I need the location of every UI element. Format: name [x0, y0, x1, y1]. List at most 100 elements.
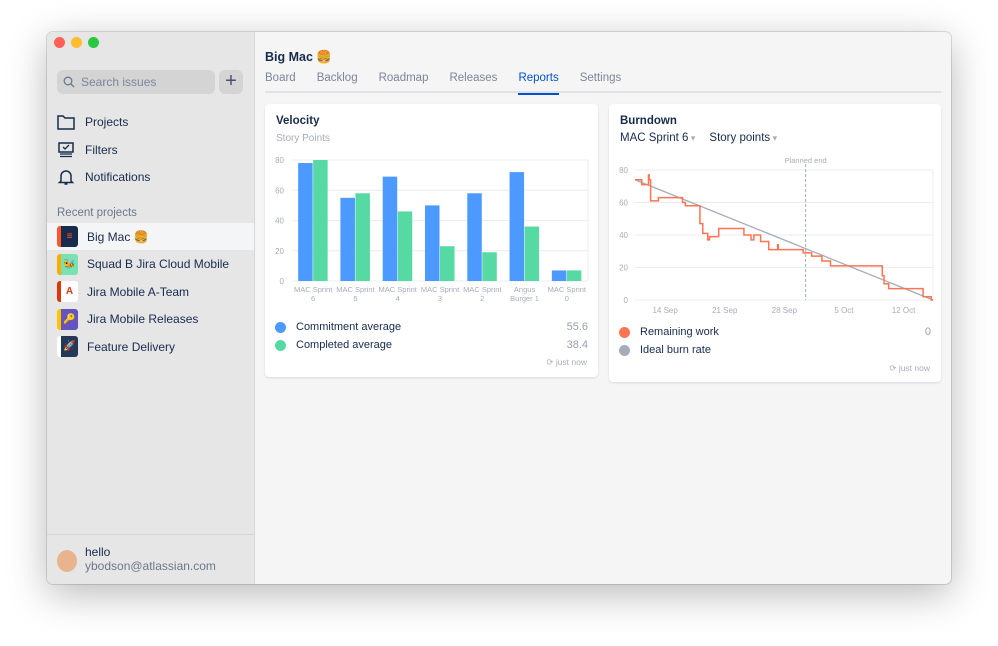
x-tick-label: 14 Sep [652, 306, 678, 315]
user-account[interactable]: hello ybodson@atlassian.com [47, 534, 254, 584]
tab-releases[interactable]: Releases [449, 72, 498, 84]
project-label: Squad B Jira Cloud Mobile [87, 257, 230, 271]
legend-value: 0 [924, 326, 931, 338]
bar-completed [397, 211, 413, 281]
nav-filters[interactable]: Filters [57, 139, 118, 161]
bar-commitment [467, 193, 482, 281]
x-tick-label: 5 [353, 294, 357, 303]
bar-commitment [340, 197, 355, 281]
x-tick-label: 3 [438, 294, 442, 303]
x-tick-label: 4 [396, 294, 400, 303]
page-title: Big Mac 🍔 [265, 50, 332, 64]
project-avatar-icon: 🔑 [57, 308, 78, 330]
recent-project-item[interactable]: A Jira Mobile A-Team [47, 278, 254, 305]
search-placeholder: Search issues [81, 75, 157, 89]
user-name: hello [85, 545, 111, 559]
search-icon [63, 76, 75, 88]
recent-project-item[interactable]: 🔑 Jira Mobile Releases [47, 306, 254, 333]
zoom-window-button[interactable] [88, 37, 99, 48]
x-tick-label: 6 [311, 294, 315, 303]
recent-projects-heading: Recent projects [57, 207, 137, 219]
tab-roadmap[interactable]: Roadmap [378, 72, 429, 84]
x-tick-label: 0 [565, 294, 569, 303]
legend-dot [619, 344, 630, 356]
y-tick-label: 20 [275, 247, 284, 256]
y-tick-label: 40 [275, 217, 284, 226]
refresh-button[interactable]: ⟳ just now [546, 357, 587, 368]
y-tick-label: 60 [275, 186, 284, 195]
recent-project-item[interactable]: ≡ Big Mac 🍔 [47, 223, 254, 250]
y-tick-label: 80 [275, 156, 284, 165]
x-tick-label: 21 Sep [712, 306, 738, 315]
nav-projects[interactable]: Projects [57, 111, 128, 133]
recent-project-item[interactable]: 🐝 Squad B Jira Cloud Mobile [47, 251, 254, 278]
legend-dot [619, 326, 630, 338]
close-window-button[interactable] [54, 37, 65, 48]
bar-completed [313, 160, 328, 281]
legend-label: Ideal burn rate [640, 344, 711, 356]
legend-completed: Completed average 38.4 [275, 336, 588, 354]
y-tick-label: 60 [619, 199, 628, 208]
x-tick-label: 28 Sep [772, 306, 798, 315]
nav-notifications[interactable]: Notifications [57, 166, 150, 188]
refresh-icon: ⟳ [889, 363, 899, 373]
updated-time: just now [555, 357, 587, 367]
legend-label: Commitment average [296, 321, 402, 333]
bar-completed [524, 226, 540, 281]
bar-completed [440, 246, 455, 281]
legend-label: Completed average [296, 339, 393, 351]
y-tick-label: 20 [619, 264, 628, 273]
tab-board[interactable]: Board [265, 72, 296, 84]
unit-dropdown[interactable]: Story points [709, 132, 777, 144]
sprint-dropdown[interactable]: MAC Sprint 6 [620, 132, 695, 144]
velocity-card: Velocity Story Points 0 20 40 60 80 MAC Sprin… [265, 104, 598, 377]
nav-label: Filters [85, 143, 118, 157]
project-avatar-icon: ≡ [57, 226, 78, 247]
legend-dot [275, 339, 286, 351]
x-tick-label: 5 Oct [834, 306, 854, 315]
bar-completed [566, 270, 582, 281]
y-tick-label: 40 [619, 231, 628, 240]
y-tick-label: 80 [619, 166, 628, 175]
project-label: Jira Mobile A-Team [87, 284, 190, 299]
search-input[interactable]: Search issues [57, 70, 215, 94]
sidebar: Search issues + Projects Filters Notific… [47, 32, 255, 584]
x-tick-label: MAC Sprint [548, 285, 587, 294]
legend-value: 38.4 [566, 339, 588, 351]
tab-reports[interactable]: Reports [518, 72, 560, 95]
create-button[interactable]: + [219, 70, 243, 94]
nav-label: Projects [85, 115, 129, 129]
planned-end-label: Planned end [785, 156, 827, 165]
velocity-title: Velocity [276, 115, 320, 127]
bell-icon [57, 170, 75, 185]
project-avatar-icon: 🚀 [57, 336, 78, 357]
minimize-window-button[interactable] [71, 37, 82, 48]
x-tick-label: MAC Sprint [463, 285, 502, 294]
avatar [57, 550, 77, 572]
bar-commitment [298, 163, 313, 281]
x-tick-label: 12 Oct [892, 306, 916, 315]
bar-commitment [425, 205, 440, 281]
legend-dot [275, 321, 286, 333]
tab-settings[interactable]: Settings [579, 72, 622, 84]
x-tick-label: MAC Sprint [379, 285, 418, 294]
legend-value: 55.6 [566, 321, 588, 333]
updated-time: just now [898, 363, 930, 373]
x-tick-label: Burger 1 [510, 294, 539, 303]
bar-commitment [551, 270, 567, 281]
refresh-button[interactable]: ⟳ just now [889, 363, 930, 374]
filter-monitor-icon [58, 142, 74, 158]
main-content: Big Mac 🍔 Board Backlog Roadmap Releases Rep… [255, 32, 951, 584]
recent-project-item[interactable]: 🚀 Feature Delivery [47, 333, 254, 360]
tab-backlog[interactable]: Backlog [316, 72, 358, 84]
bar-commitment [509, 172, 525, 281]
legend-remaining: Remaining work 0 [619, 323, 931, 341]
burndown-chart: 0 20 40 60 80 14 Sep 21 Sep 28 Sep 5 Oct 12 Oct Pl… [619, 156, 934, 315]
x-tick-label: MAC Sprint [294, 285, 333, 294]
bar-commitment [382, 176, 398, 281]
velocity-subtitle: Story Points [276, 133, 330, 144]
legend-label: Remaining work [640, 326, 719, 338]
burndown-card: Burndown MAC Sprint 6 Story points 0 20 40… [609, 104, 941, 382]
project-label: Jira Mobile Releases [87, 312, 199, 326]
x-tick-label: Angus [514, 285, 536, 294]
